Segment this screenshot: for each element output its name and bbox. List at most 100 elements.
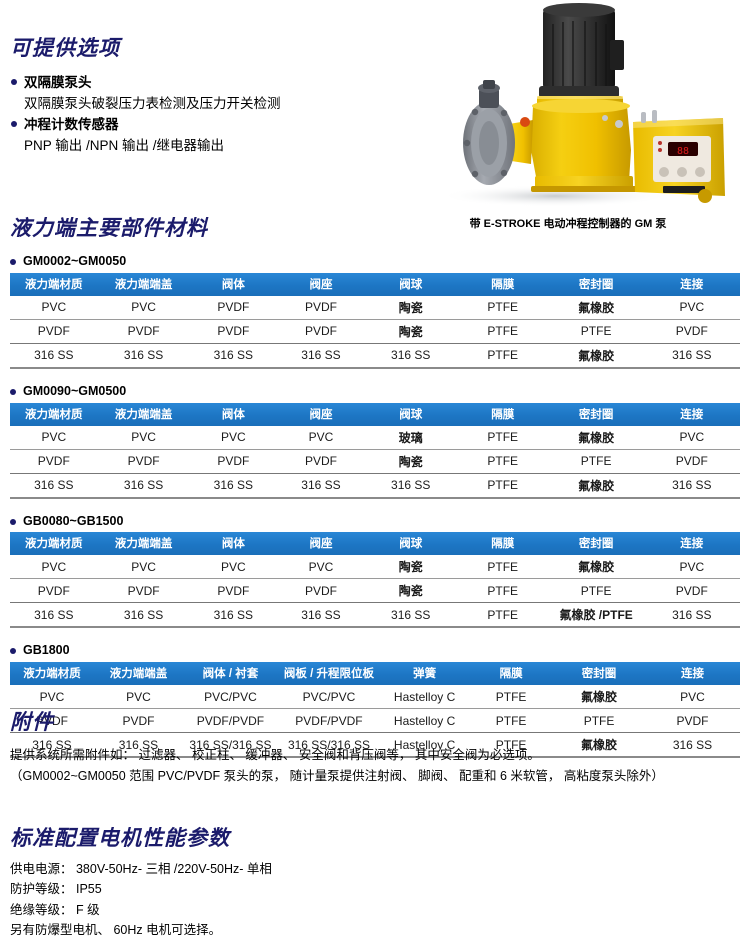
option-label-text: 冲程计数传感器 xyxy=(24,116,119,132)
cell: 氟橡胶 xyxy=(548,425,644,450)
table-label-text: GM0002~GM0050 xyxy=(23,254,127,268)
cell: 316 SS xyxy=(10,602,98,629)
cell: PVC xyxy=(10,295,98,320)
cell: PVC/PVC xyxy=(277,685,381,709)
cell: 316 SS/316 SS xyxy=(277,732,381,758)
col-header: 液力端材质 xyxy=(10,402,98,426)
cell: PVC xyxy=(643,295,740,320)
cell: 316 SS xyxy=(189,473,278,499)
cell: PVC xyxy=(189,425,278,450)
cell: 316 SS xyxy=(277,602,365,629)
cell: PTFE xyxy=(456,578,549,604)
cell: PVDF xyxy=(97,578,190,604)
col-header: 阀体 xyxy=(189,532,278,556)
cell: PVDF xyxy=(643,578,740,604)
options-heading: 可提供选项 xyxy=(10,37,120,60)
col-header: 液力端材质 xyxy=(10,662,94,685)
cell: PVC xyxy=(277,555,365,580)
cell: 316 SS xyxy=(10,343,98,369)
cell: 316 SS xyxy=(10,732,94,758)
cell: PTFE xyxy=(456,473,549,499)
cell: PTFE xyxy=(456,319,549,344)
col-header: 隔膜 xyxy=(456,402,549,426)
cell: PVC xyxy=(277,425,365,450)
cell: PTFE xyxy=(469,708,554,733)
cell: Hastelloy C xyxy=(380,732,470,758)
cell: 氟橡胶 xyxy=(553,685,646,709)
product-photo: 88 xyxy=(405,0,750,208)
materials-heading: 液力端主要部件材料 xyxy=(10,217,208,240)
col-header: 连接 xyxy=(643,532,740,556)
table-row: 316 SS 316 SS 316 SS 316 SS 316 SS PTFE … xyxy=(10,343,740,369)
cell: 316 SS xyxy=(277,473,365,499)
cell: PTFE xyxy=(456,295,549,320)
cell: PVDF xyxy=(277,578,365,604)
option-item-label: 双隔膜泵头 xyxy=(10,73,410,94)
table-label-gb0080: GB0080~GB1500 xyxy=(10,514,740,529)
materials-table-gm0002: 液力端材质 液力端端盖 阀体 阀座 阀球 隔膜 密封圈 连接 PVC PVC P… xyxy=(10,272,740,369)
cell: 陶瓷 xyxy=(364,319,457,344)
cell: PVC xyxy=(97,295,190,320)
motor-heading: 标准配置电机性能参数 xyxy=(10,827,230,850)
bullet-icon xyxy=(10,518,16,525)
cell: PVDF xyxy=(643,319,740,344)
table-header-row: 液力端材质 液力端端盖 阀体 / 衬套 阀板 / 升程限位板 弹簧 隔膜 密封圈… xyxy=(10,662,740,685)
col-header: 液力端端盖 xyxy=(97,532,190,556)
cell: PVDF xyxy=(277,295,365,320)
bullet-icon xyxy=(11,120,17,127)
bullet-icon xyxy=(10,388,16,395)
cell: PVDF xyxy=(97,319,190,344)
cell: 氟橡胶 xyxy=(548,555,644,580)
col-header: 液力端端盖 xyxy=(93,662,183,685)
cell: PVC xyxy=(10,555,98,580)
cell: 316 SS xyxy=(97,473,190,499)
accessories-line-2: （GM0002~GM0050 范围 PVC/PVDF 泵头的泵， 随计量泵提供注… xyxy=(10,768,664,783)
col-header: 液力端材质 xyxy=(10,272,98,296)
option-entry: 双隔膜泵头 双隔膜泵头破裂压力表检测及压力开关检测 xyxy=(10,73,410,115)
cell: 316 SS xyxy=(10,473,98,499)
cell: PVDF xyxy=(93,708,183,733)
cell: PTFE xyxy=(469,685,554,709)
cell: PVDF xyxy=(189,449,278,474)
col-header: 密封圈 xyxy=(553,662,646,685)
col-header: 阀球 xyxy=(364,272,457,296)
col-header: 密封圈 xyxy=(548,272,644,296)
cell: PTFE xyxy=(548,319,644,344)
cell: 陶瓷 xyxy=(364,449,457,474)
col-header: 阀座 xyxy=(277,532,365,556)
table-row: PVDF PVDF PVDF PVDF 陶瓷 PTFE PTFE PVDF xyxy=(10,578,740,604)
table-row: PVC PVC PVDF PVDF 陶瓷 PTFE 氟橡胶 PVC xyxy=(10,295,740,320)
cell: PTFE xyxy=(456,602,549,629)
bullet-icon xyxy=(10,648,16,655)
options-section: 可提供选项 双隔膜泵头 双隔膜泵头破裂压力表检测及压力开关检测 冲程计数传感器 … xyxy=(10,38,410,157)
table-row: PVC PVC PVC PVC 玻璃 PTFE 氟橡胶 PVC xyxy=(10,425,740,450)
motor-parameters-section: 标准配置电机性能参数 供电电源： 380V-50Hz- 三相 /220V-50H… xyxy=(10,828,510,940)
cell: 氟橡胶 xyxy=(548,295,644,320)
cell: 316 SS xyxy=(364,343,457,369)
cell: PVDF xyxy=(277,319,365,344)
cell: 氟橡胶 /PTFE xyxy=(548,602,644,629)
cell: 316 SS xyxy=(277,343,365,369)
accessories-heading: 附件 xyxy=(10,711,54,734)
cell: PTFE xyxy=(553,708,646,733)
cell: 316 SS xyxy=(643,343,740,369)
col-header: 阀座 xyxy=(277,402,365,426)
cell: PVDF/PVDF xyxy=(277,708,381,733)
col-header: 液力端端盖 xyxy=(97,272,190,296)
cell: PVDF xyxy=(10,449,98,474)
option-item-label: 冲程计数传感器 xyxy=(10,115,410,136)
accessories-line-1: 提供系统所需附件如： 过滤器、 校正柱、 缓冲器、 安全阀和背压阀等， 其中安全… xyxy=(10,748,540,762)
col-header: 阀球 xyxy=(364,402,457,426)
cell: PTFE xyxy=(456,425,549,450)
option-item-detail: 双隔膜泵头破裂压力表检测及压力开关检测 xyxy=(24,95,281,111)
cell: PVDF/PVDF xyxy=(182,708,278,733)
materials-table-gb1800: 液力端材质 液力端端盖 阀体 / 衬套 阀板 / 升程限位板 弹簧 隔膜 密封圈… xyxy=(10,662,740,758)
cell: 316 SS xyxy=(93,732,183,758)
table-row: PVDF PVDF PVDF/PVDF PVDF/PVDF Hastelloy … xyxy=(10,708,740,733)
cell: PVDF xyxy=(10,578,98,604)
cell: PVC xyxy=(97,555,190,580)
cell: 316 SS xyxy=(645,732,740,758)
col-header: 液力端端盖 xyxy=(97,402,190,426)
cell: PVDF xyxy=(645,708,740,733)
